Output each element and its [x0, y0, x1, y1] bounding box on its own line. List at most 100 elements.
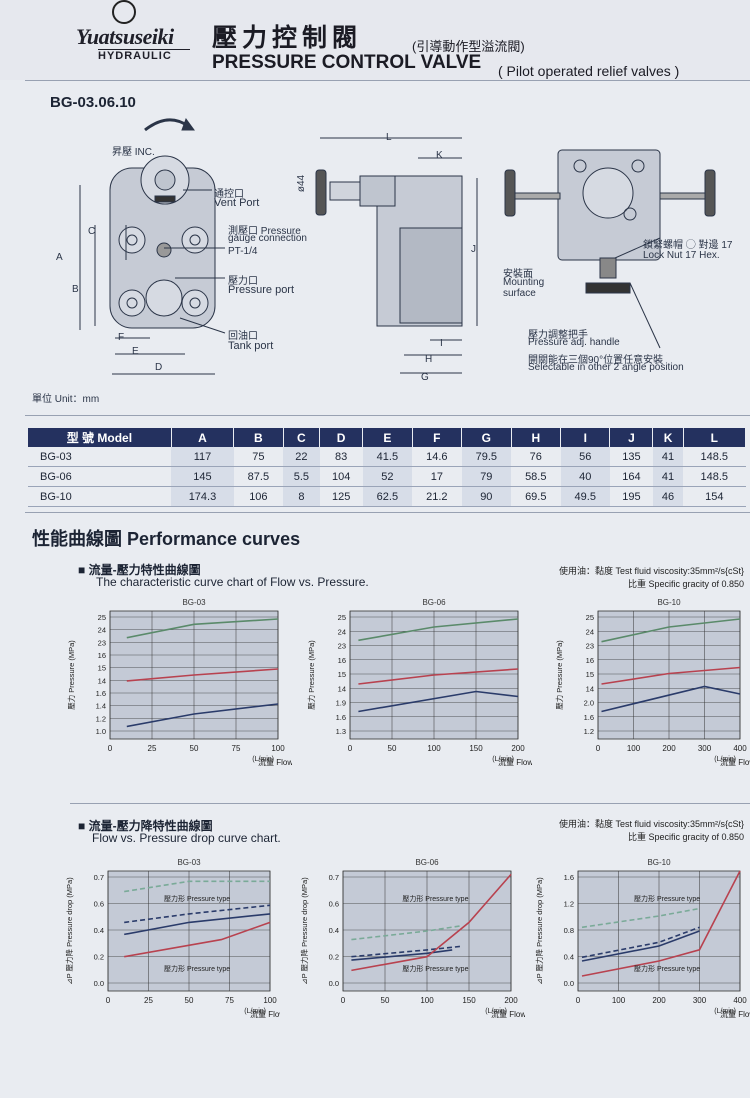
col-i: I	[560, 428, 611, 447]
y-tick-label: 0.2	[94, 953, 104, 962]
y-tick-label: 0.6	[94, 900, 104, 909]
chart-title: BG-10	[657, 598, 681, 607]
y-tick-label: 25	[586, 613, 594, 622]
cell-value: 40	[560, 466, 610, 487]
row-model: BG-03	[28, 447, 172, 467]
gauge-en: gauge connection	[228, 233, 307, 244]
x-tick-label: 100	[612, 996, 626, 1005]
table-row: BG-06 145 87.5 5.5 104 52 17 79 58.5 40 164 41 148.5	[28, 466, 746, 487]
dim-j: J	[471, 244, 476, 255]
valve-drawing	[79, 117, 716, 375]
cell-value: 90	[461, 486, 512, 507]
annotation: 壓力形 Pressure type	[164, 964, 230, 973]
x-tick-label: 25	[144, 996, 153, 1005]
y-tick-label: 1.6	[584, 713, 594, 722]
x-tick-label: 0	[108, 744, 113, 753]
cell-value: 52	[362, 466, 413, 487]
title-zh-sub: (引導動作型溢流閥)	[412, 39, 525, 54]
y-tick-label: 24	[98, 626, 106, 635]
dim-g: G	[421, 372, 429, 383]
y-tick-label: 0.2	[329, 953, 339, 962]
cell-value: 76	[511, 447, 561, 467]
divider	[25, 512, 750, 513]
sec1-sub: The characteristic curve chart of Flow v…	[96, 575, 369, 589]
divider	[25, 80, 750, 81]
col-h: H	[511, 428, 562, 447]
series-line	[351, 925, 461, 941]
y-tick-label: 0.7	[329, 873, 339, 882]
y-tick-label: 0.4	[329, 926, 339, 935]
cell-value: 164	[609, 466, 653, 487]
locknut-en: Lock Nut 17 Hex.	[643, 250, 720, 261]
x-tick-label: 0	[106, 996, 111, 1005]
y-tick-label: 0.0	[564, 979, 574, 988]
chart-flow-pressure-bg03: BG-03 0 25 50 75 100 流量 Flow(L/min) 1.0 1.2 1.4 1.…	[66, 598, 292, 767]
cell-value: 58.5	[511, 466, 561, 487]
dim-k: K	[436, 150, 443, 161]
series-line	[601, 685, 741, 713]
series-line	[126, 618, 279, 639]
cell-value: 56	[560, 447, 610, 467]
row-model: BG-10	[28, 486, 172, 507]
x-tick-label: 200	[652, 996, 666, 1005]
y-tick-label: 1.4	[96, 702, 106, 711]
x-axis-label: 流量 Flow	[720, 757, 750, 767]
title-zh: 壓力控制閥	[212, 24, 363, 52]
cell-value: 41.5	[362, 447, 413, 467]
note1-b: 比重 Specific gracity of 0.850	[627, 579, 744, 589]
chart-pressure-drop-bg06: BG-06 0 50 100 150 200 流量 Flow(L/min) 0.0 0.2 0.4…	[299, 858, 525, 1019]
dim-f: F	[118, 332, 125, 343]
x-unit: (L/min)	[252, 756, 274, 763]
x-tick-label: 100	[263, 996, 277, 1005]
cell-value: 148.5	[683, 447, 746, 467]
note1-a: 使用油：黏度 Test fluid viscosity:35mm²/s{cSt}	[558, 566, 744, 576]
cell-value: 69.5	[511, 486, 561, 507]
series-line	[581, 907, 700, 929]
chart-flow-pressure-bg10: BG-10 0 100 200 300 400 流量 Flow(L/min) 1.2 1.6 2.…	[554, 598, 750, 767]
col-c: C	[283, 428, 321, 447]
y-axis-label: 壓力 Pressure (MPa)	[66, 640, 76, 710]
x-tick-label: 50	[388, 744, 397, 753]
annotation: 壓力形 Pressure type	[634, 894, 700, 903]
series-line	[581, 930, 700, 962]
cell-value: 145	[171, 466, 234, 487]
cell-value: 62.5	[362, 486, 413, 507]
y-axis-label: ⊿P 壓力降 Pressure drop (MPa)	[64, 877, 74, 985]
x-tick-label: 50	[185, 996, 194, 1005]
x-tick-label: 150	[469, 744, 483, 753]
mount-zh: 安裝面	[503, 269, 533, 280]
dim-h: H	[425, 354, 433, 365]
x-unit: (L/min)	[714, 756, 736, 763]
unit-label: 單位 Unit：mm	[32, 394, 100, 405]
vent-en: Vent Port	[214, 197, 260, 209]
tank-en: Tank port	[228, 340, 274, 352]
cell-value: 49.5	[560, 486, 610, 507]
col-model: 型 號 Model	[28, 428, 172, 447]
dim-i: I	[440, 338, 443, 349]
chart-title: BG-06	[422, 598, 446, 607]
table-row: BG-03 117 75 22 83 41.5 14.6 79.5 76 56 135 41 148.5	[28, 447, 746, 467]
y-tick-label: 25	[98, 613, 106, 622]
x-tick-label: 300	[698, 744, 712, 753]
x-axis-label: 流量 Flow	[491, 1009, 525, 1019]
series-line	[601, 666, 741, 685]
series-line	[126, 703, 279, 728]
cell-value: 135	[609, 447, 653, 467]
cell-value: 21.2	[412, 486, 462, 507]
cell-value: 87.5	[233, 466, 284, 487]
sec1-title: ■ 流量-壓力特性曲線圖	[78, 563, 201, 577]
x-tick-label: 150	[462, 996, 476, 1005]
y-tick-label: 15	[338, 670, 346, 679]
vent-zh: 通控口	[214, 189, 244, 200]
x-tick-label: 100	[427, 744, 441, 753]
spec-table: 型 號 Model A B C D E F G H I J K L BG-03 117 75 22 83 41.5…	[28, 428, 747, 507]
brand-logo: Yuatsuseiki	[76, 24, 174, 49]
y-tick-label: 1.2	[584, 727, 594, 736]
spec-body: BG-03 117 75 22 83 41.5 14.6 79.5 76 56 135 41 148.5…	[28, 447, 746, 507]
y-tick-label: 14	[338, 684, 346, 693]
note2-b: 比重 Specific gracity of 0.850	[627, 832, 744, 842]
x-tick-label: 50	[381, 996, 390, 1005]
x-tick-label: 0	[341, 996, 346, 1005]
cell-value: 83	[319, 447, 363, 467]
series-line	[601, 618, 741, 643]
